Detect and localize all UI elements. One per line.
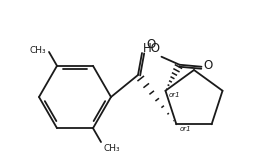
Text: CH₃: CH₃	[29, 46, 46, 56]
Text: or1: or1	[179, 126, 191, 132]
Text: CH₃: CH₃	[103, 144, 120, 153]
Text: or1: or1	[169, 92, 180, 98]
Text: O: O	[146, 38, 155, 51]
Text: O: O	[203, 59, 213, 72]
Text: HO: HO	[143, 42, 161, 55]
